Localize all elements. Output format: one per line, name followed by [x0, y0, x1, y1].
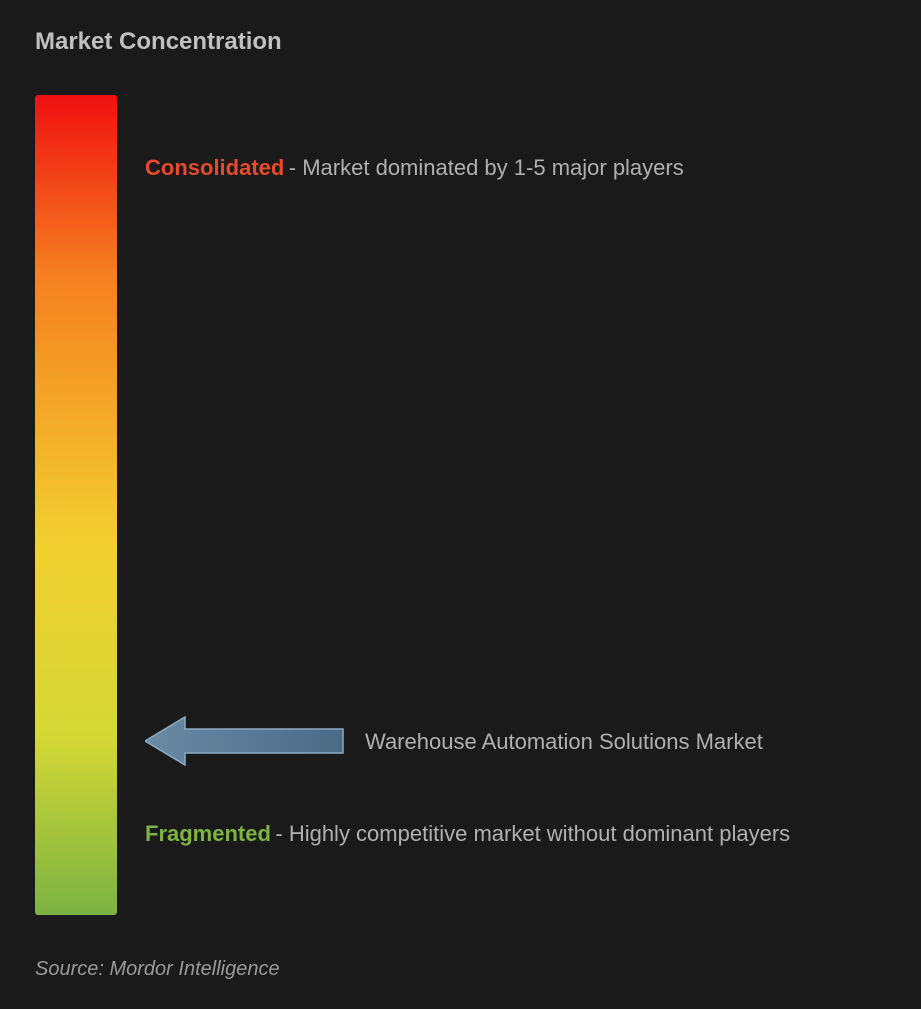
concentration-gradient-bar [35, 95, 117, 915]
labels-area: Consolidated - Market dominated by 1-5 m… [145, 95, 885, 915]
market-position-block: Warehouse Automation Solutions Market [145, 713, 865, 769]
left-arrow-icon [145, 713, 345, 769]
consolidated-label: Consolidated [145, 155, 284, 180]
source-attribution: Source: Mordor Intelligence [35, 958, 280, 981]
fragmented-desc: - Highly competitive market without domi… [275, 821, 790, 846]
chart-title: Market Concentration [35, 28, 282, 56]
fragmented-block: Fragmented - Highly competitive market w… [145, 815, 865, 852]
consolidated-block: Consolidated - Market dominated by 1-5 m… [145, 155, 865, 181]
consolidated-desc: - Market dominated by 1-5 major players [289, 155, 684, 180]
chart-container: Market Concentration Consolidated - Mark… [0, 0, 921, 1009]
market-name-label: Warehouse Automation Solutions Market [365, 725, 763, 758]
fragmented-label: Fragmented [145, 821, 271, 846]
